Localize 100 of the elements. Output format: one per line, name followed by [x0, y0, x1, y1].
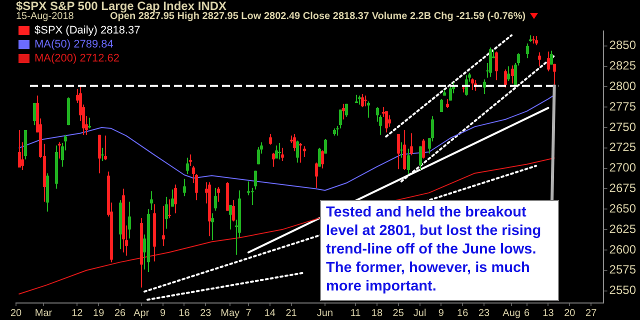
- y-tick-label: 2725: [609, 140, 636, 154]
- candlestick: [345, 103, 348, 118]
- x-tick-label: May: [220, 308, 240, 319]
- candlestick: [538, 52, 541, 67]
- candlestick: [33, 102, 36, 126]
- candlestick: [303, 146, 306, 158]
- chart-subtitle: 15-Aug-2018: [16, 11, 74, 22]
- y-tick-label: 2575: [609, 262, 636, 277]
- annotation: Tested and held the breakout level at 2801, but lost the rising trend-line off of the June lows. The former, however, is much more important.: [326, 204, 542, 294]
- x-tick-label: 20: [10, 308, 22, 319]
- x-tick-label: 14: [264, 308, 276, 319]
- y-tick-label: 2700: [609, 160, 636, 175]
- x-tick-label: 11: [350, 308, 362, 319]
- candlestick: [367, 100, 370, 118]
- candlestick: [299, 142, 302, 164]
- x-tick-label: 7: [246, 308, 252, 319]
- candlestick: [324, 138, 327, 154]
- x-tick-label: 18: [371, 308, 383, 319]
- y-tick-label: 2825: [609, 58, 636, 73]
- x-tick-label: 13: [542, 308, 554, 319]
- candlestick: [422, 138, 425, 160]
- candlestick: [296, 140, 299, 164]
- candlestick: [339, 109, 342, 129]
- candlestick: [364, 95, 367, 107]
- candlestick: [419, 146, 422, 170]
- x-tick-label: 19: [93, 308, 105, 319]
- candlestick: [18, 129, 21, 168]
- x-tick-label: Apr: [134, 308, 150, 319]
- x-tick-label: 16: [178, 308, 190, 319]
- candlestick: [150, 190, 153, 210]
- candlestick: [342, 103, 345, 120]
- x-tick-label: Jul: [413, 308, 426, 319]
- candlestick: [471, 78, 474, 90]
- candlestick: [385, 110, 388, 133]
- candlestick: [21, 142, 24, 170]
- legend-label: $SPX (Daily) 2818.37: [34, 24, 140, 37]
- y-tick-label: 2800: [609, 79, 636, 94]
- candlestick: [293, 134, 296, 152]
- candlestick: [553, 63, 556, 86]
- legend-label: MA(50) 2789.84: [34, 38, 114, 51]
- candlestick: [376, 106, 379, 122]
- candlestick: [281, 147, 284, 162]
- candlestick: [532, 36, 535, 44]
- x-tick-label: Jun: [316, 308, 334, 319]
- y-tick-label: 2650: [609, 201, 636, 216]
- x-tick-label: 9: [160, 308, 166, 319]
- candlestick: [183, 178, 186, 197]
- candlestick: [318, 147, 321, 168]
- candlestick: [269, 134, 272, 146]
- chart-title: $SPX S&P 500 Large Cap Index INDX: [16, 0, 227, 13]
- y-tick-label: 2775: [609, 99, 636, 114]
- x-tick-label: Aug: [502, 308, 520, 319]
- x-tick-label: 6: [524, 308, 530, 319]
- candlestick: [217, 186, 220, 202]
- x-tick-label: 26: [114, 308, 126, 319]
- candlestick: [400, 142, 403, 158]
- candlestick: [504, 69, 507, 88]
- y-tick-label: 2850: [609, 38, 636, 52]
- candlestick: [58, 142, 61, 160]
- candlestick: [315, 162, 318, 188]
- candlestick: [547, 51, 550, 72]
- candlestick: [397, 134, 400, 170]
- candlestick: [174, 184, 177, 214]
- candlestick: [507, 66, 510, 82]
- candlestick: [162, 205, 165, 246]
- candlestick: [272, 152, 275, 168]
- y-tick-label: 2675: [609, 181, 636, 196]
- x-tick-label: 23: [200, 308, 212, 319]
- candlestick: [489, 47, 492, 78]
- x-tick-label: 9: [438, 308, 444, 319]
- candlestick: [232, 200, 235, 222]
- x-tick-label: Mar: [34, 308, 53, 319]
- candlestick: [321, 150, 324, 169]
- y-tick-label: 2550: [609, 283, 636, 298]
- candlestick: [278, 142, 281, 160]
- candlestick: [361, 94, 364, 108]
- candlestick: [165, 196, 168, 230]
- candlestick: [186, 157, 189, 175]
- candlestick: [410, 132, 413, 156]
- candlestick: [171, 189, 174, 208]
- candlestick: [388, 114, 391, 128]
- candlestick: [101, 147, 104, 162]
- candlestick: [189, 154, 192, 166]
- y-tick-label: 2600: [609, 242, 636, 256]
- x-tick-label: 23: [478, 308, 490, 319]
- candlestick: [211, 212, 214, 241]
- candlestick: [440, 98, 443, 113]
- candlestick: [511, 64, 514, 84]
- x-tick-label: 25: [392, 308, 404, 319]
- candlestick: [254, 170, 257, 190]
- x-tick-label: 20: [564, 308, 576, 319]
- candlestick: [550, 50, 553, 66]
- candlestick: [214, 187, 217, 212]
- candlestick: [526, 42, 529, 59]
- candlestick: [98, 134, 101, 174]
- candlestick: [104, 135, 107, 161]
- x-tick-label: 12: [72, 308, 84, 319]
- candlestick: [336, 125, 339, 136]
- candlestick: [247, 180, 250, 196]
- candlestick: [449, 86, 452, 102]
